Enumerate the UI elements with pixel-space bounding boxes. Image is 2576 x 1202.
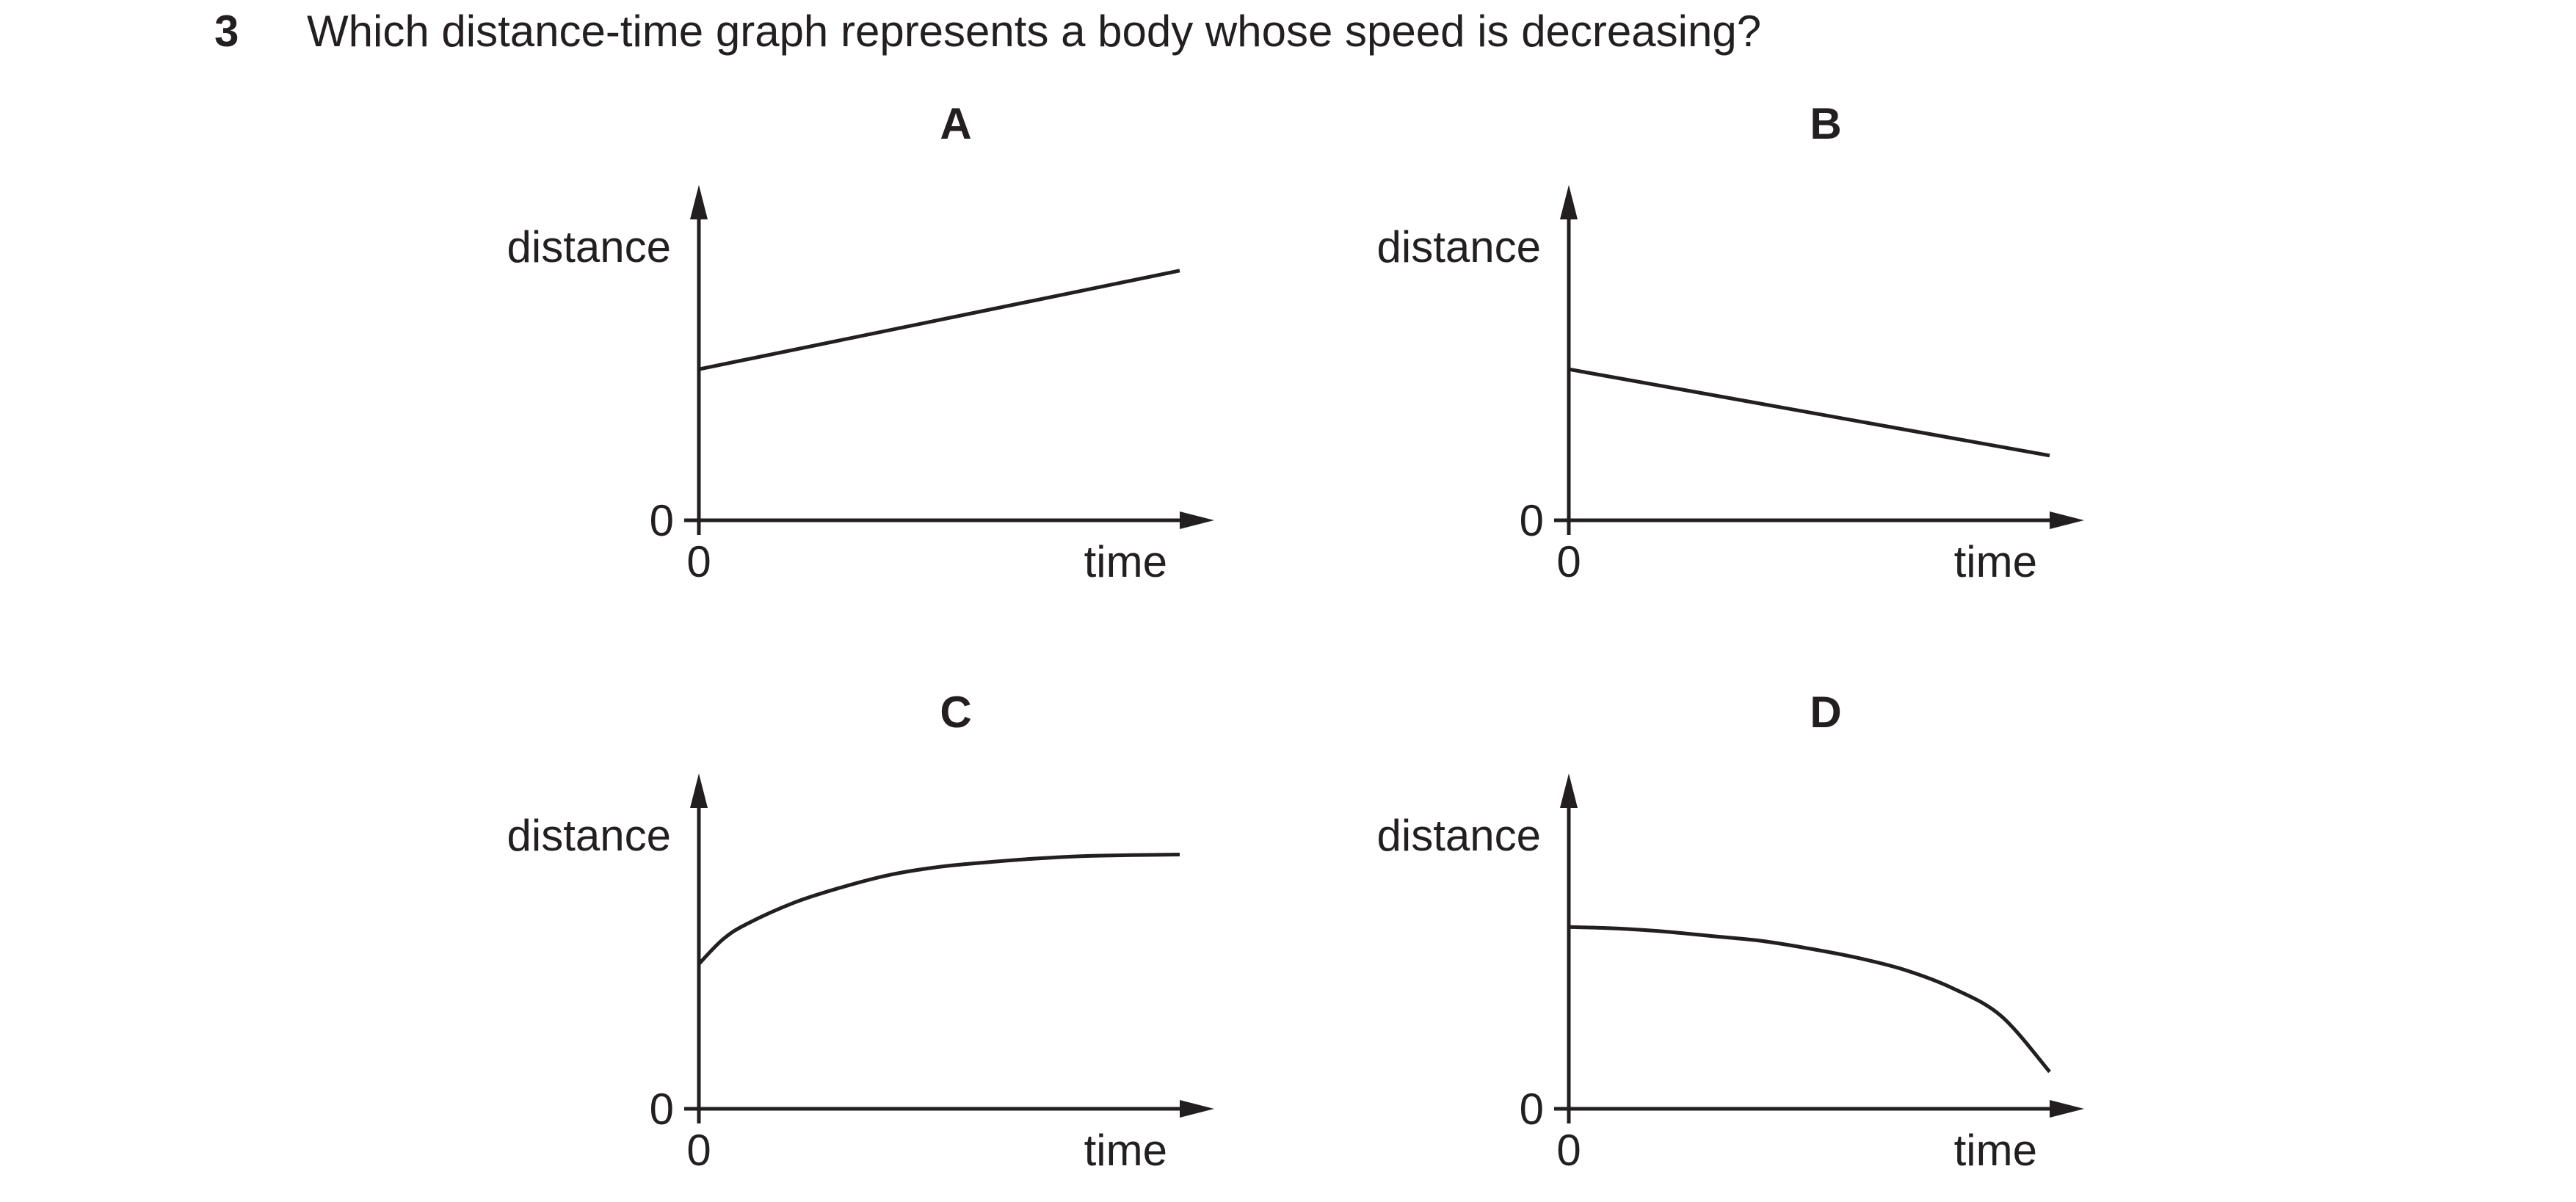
- x-axis-label-d: time: [1954, 1126, 2037, 1175]
- x-tick-label-a: 0: [686, 537, 711, 586]
- x-axis-label-c: time: [1084, 1126, 1167, 1175]
- question-text: Which distance-time graph represents a b…: [307, 7, 1762, 56]
- question-header: 3 Which distance-time graph represents a…: [0, 0, 2576, 88]
- x-tick-label-c: 0: [686, 1126, 711, 1175]
- y-axis-label-d: distance: [1377, 811, 1541, 860]
- x-axis-label-b: time: [1954, 537, 2037, 586]
- x-axis-arrow-a: [1180, 511, 1214, 529]
- y-tick-label-b: 0: [1520, 496, 1544, 545]
- graph-title-b: B: [1810, 99, 1841, 148]
- data-line-d: [1568, 925, 2051, 1074]
- y-tick-label-d: 0: [1520, 1085, 1544, 1134]
- question-number: 3: [214, 7, 239, 56]
- data-line-a: [698, 269, 1180, 371]
- x-axis-arrow-c: [1180, 1100, 1214, 1118]
- x-tick-label-d: 0: [1556, 1126, 1581, 1175]
- x-axis-arrow-b: [2050, 511, 2084, 529]
- graph-title-a: A: [940, 99, 971, 148]
- data-line-b: [1568, 367, 2050, 458]
- y-axis-arrow-d: [1560, 773, 1578, 808]
- y-axis-label-c: distance: [507, 811, 671, 860]
- y-tick-label-a: 0: [650, 496, 674, 545]
- y-axis-arrow-b: [1560, 185, 1578, 219]
- graph-title-c: C: [940, 688, 971, 737]
- x-axis-arrow-d: [2050, 1100, 2084, 1118]
- y-axis-arrow-c: [690, 773, 708, 808]
- y-axis-label-b: distance: [1377, 222, 1541, 272]
- data-line-c: [697, 853, 1180, 966]
- y-axis-arrow-a: [690, 185, 708, 219]
- graph-title-d: D: [1810, 688, 1841, 737]
- x-tick-label-b: 0: [1556, 537, 1581, 586]
- y-tick-label-c: 0: [650, 1085, 674, 1134]
- x-axis-label-a: time: [1084, 537, 1167, 586]
- y-axis-label-a: distance: [507, 222, 671, 272]
